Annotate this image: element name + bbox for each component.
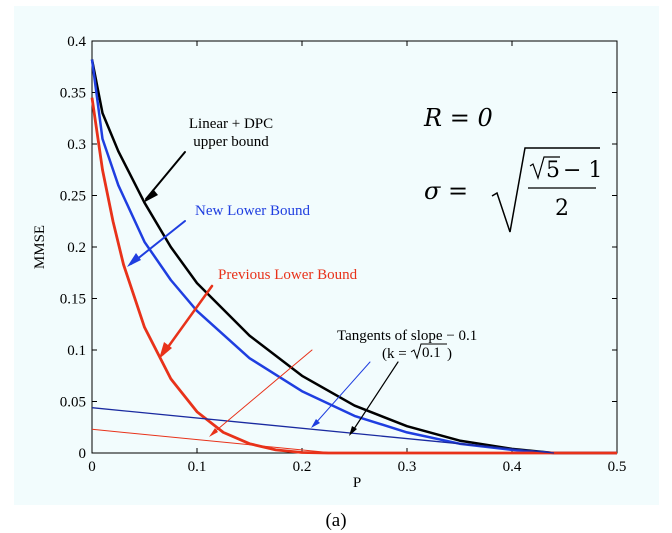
y-tick-label: 0.15 [60, 292, 86, 308]
figure-caption: (a) [325, 510, 346, 531]
x-tick-label: 0 [88, 459, 96, 475]
arrow-tangent-red-head [209, 428, 218, 437]
x-axis-label: P [353, 475, 361, 491]
y-tick-label: 0.35 [60, 86, 86, 102]
tangent-k-radical [410, 343, 447, 360]
x-tick-label: 0.5 [608, 459, 627, 475]
arrow-prev-lower-shaft [161, 284, 214, 356]
x-tick-label: 0.4 [503, 459, 522, 475]
equation-sigma: σ = 5 − 1 2 [424, 147, 602, 233]
series-line-1 [90, 59, 617, 455]
sigma-lhs: σ = [424, 177, 468, 205]
label-upper-bound-line2: upper bound [193, 134, 269, 150]
tangent-k-radicand: 0.1 [422, 345, 441, 361]
label-new-lower-bound: New Lower Bound [195, 203, 310, 219]
tangent-k-prefix: (k = [382, 346, 407, 362]
sigma-denominator: 2 [555, 196, 569, 221]
y-tick-label: 0.3 [67, 137, 86, 153]
arrow-upper-bound-head [143, 189, 158, 203]
y-axis-label: MMSE [32, 225, 48, 269]
arrow-new-lower-shaft [130, 220, 186, 265]
equation-R: R = 0 [423, 104, 493, 132]
y-tick-label: 0.1 [67, 343, 86, 359]
y-tick-label: 0.25 [60, 189, 86, 205]
arrow-tangent-blue [313, 361, 371, 426]
series-line-3 [91, 407, 555, 454]
sigma-outer-radical [491, 147, 600, 233]
arrow-tangent-black-head [349, 426, 357, 436]
label-upper-bound-line1: Linear + DPC [189, 116, 273, 132]
x-tick-label: 0.1 [188, 459, 207, 475]
plot-area [91, 40, 618, 454]
label-previous-lower-bound: Previous Lower Bound [218, 267, 358, 283]
axis-ticks: 0 0.1 0.2 0.3 0.4 0.500.050.10.150.20.250.30.… [60, 34, 627, 475]
arrow-tangent-black [351, 361, 399, 433]
x-tick-label: 0.3 [398, 459, 417, 475]
y-tick-label: 0.4 [67, 34, 86, 50]
arrow-tangent-blue-head [311, 419, 320, 428]
series-layer [90, 59, 617, 455]
y-tick-label: 0.2 [67, 240, 86, 256]
sigma-minus1: − 1 [563, 158, 602, 183]
y-tick-label: 0 [79, 446, 87, 462]
arrow-prev-lower-head [159, 342, 172, 359]
annotation-arrows [127, 151, 399, 437]
series-line-2 [90, 97, 617, 455]
x-tick-label: 0.2 [293, 459, 312, 475]
tangent-k-suffix: ) [447, 346, 452, 362]
arrow-tangent-red [211, 349, 313, 435]
arrow-new-lower-head [127, 253, 141, 267]
label-tangent-k: (k = 0.1 ) [382, 343, 452, 362]
label-tangents: Tangents of slope − 0.1 [337, 328, 477, 344]
y-tick-label: 0.05 [60, 395, 86, 411]
sigma-inner-radical [529, 156, 560, 180]
sigma-root5: 5 [546, 158, 560, 183]
series-line-4 [91, 428, 334, 454]
